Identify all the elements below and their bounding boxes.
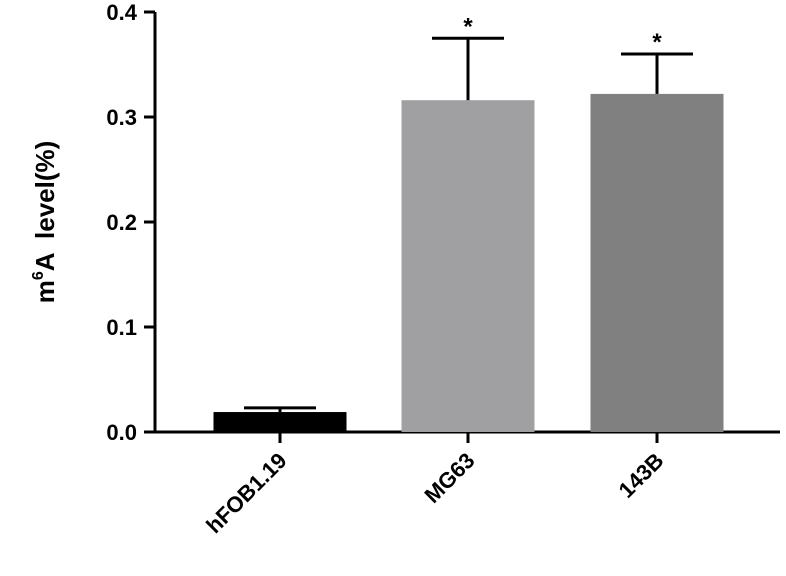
y-axis: 0.0 0.1 0.2 0.3 0.4 [106, 0, 157, 445]
y-tick-label: 0.3 [106, 105, 137, 130]
y-axis-label-rest: A level(%) [30, 141, 60, 272]
bar [590, 93, 724, 433]
bars [213, 93, 724, 433]
x-axis: hFOB1.19 MG63 143B [153, 430, 780, 538]
y-axis-label: m6A level(%) [30, 141, 60, 304]
x-tick-label: hFOB1.19 [201, 448, 291, 538]
y-axis-label-superscript: 6 [30, 271, 47, 280]
error-bars [244, 36, 693, 413]
significance-asterisk: * [463, 13, 473, 40]
significance-asterisk: * [652, 29, 662, 56]
significance-markers: ** [463, 13, 662, 56]
y-tick-label: 0.1 [106, 315, 137, 340]
x-tick-label: 143B [614, 448, 669, 503]
bar [401, 100, 535, 432]
x-tick-label: MG63 [419, 448, 479, 508]
y-tick-label: 0.4 [106, 0, 137, 25]
y-tick-label: 0.0 [106, 420, 137, 445]
y-axis-label-main: m [30, 280, 60, 303]
bar [213, 412, 347, 432]
y-tick-label: 0.2 [106, 210, 137, 235]
